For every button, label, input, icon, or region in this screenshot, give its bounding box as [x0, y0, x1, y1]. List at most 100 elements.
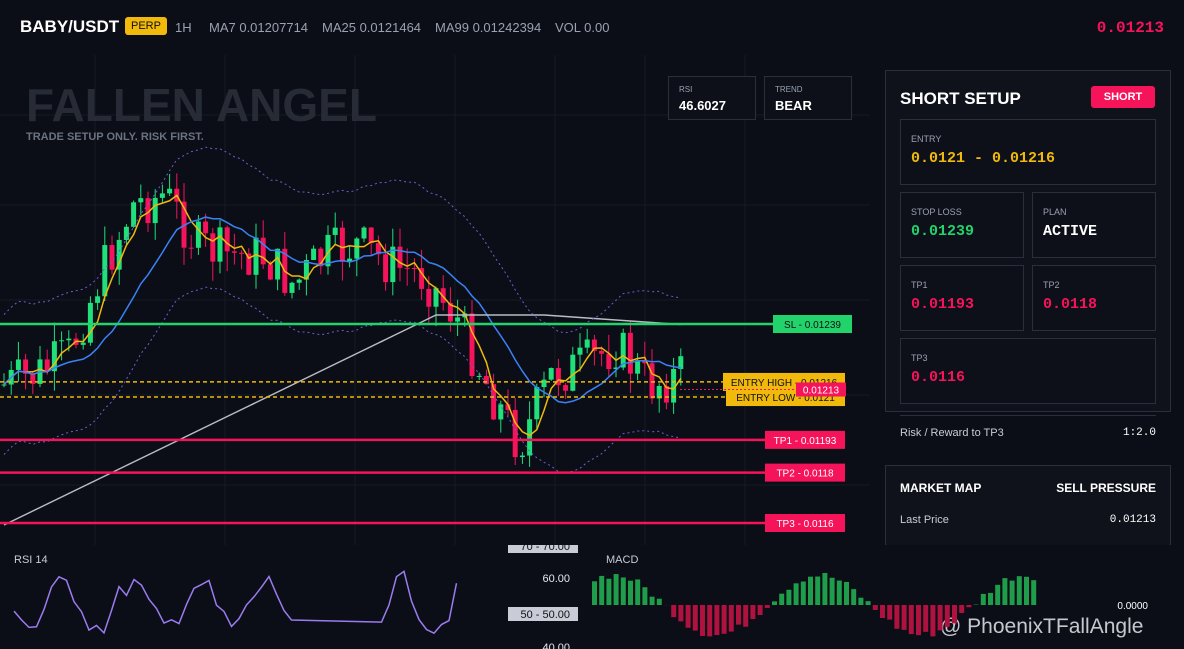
candle-body [397, 246, 403, 268]
candle-body [635, 360, 641, 374]
current-price-label: 0.01213 [803, 385, 840, 396]
macd-bar [923, 605, 929, 632]
candle-body [123, 226, 129, 240]
candle-body [231, 251, 237, 253]
candle-body [649, 363, 655, 399]
macd-bar [764, 605, 770, 608]
macd-bar [707, 605, 713, 637]
macd-bar [772, 601, 777, 605]
timeframe[interactable]: 1H [175, 20, 192, 35]
candle-body [447, 302, 453, 322]
candle-body [584, 339, 590, 348]
candle-body [239, 252, 245, 254]
candle-body [642, 360, 648, 364]
macd-bar [714, 605, 720, 636]
candle-body [15, 359, 21, 370]
candle-body [217, 227, 223, 262]
macd-bar [836, 580, 842, 605]
card-value: 0.0118 [1043, 296, 1098, 313]
level-tag [765, 430, 845, 449]
market-status: SELL PRESSURE [1056, 481, 1156, 495]
macd-bar [671, 605, 677, 618]
macd-bar [865, 601, 871, 605]
candle-body [627, 332, 633, 374]
macd-bar [851, 589, 857, 605]
candle-body [599, 350, 605, 354]
candle-body [663, 385, 669, 403]
candle-body [253, 237, 259, 275]
macd-bar [649, 596, 655, 605]
macd-zero: 0.0000 [1117, 601, 1148, 612]
macd-title: MACD [606, 554, 638, 566]
macd-bar [800, 581, 806, 605]
candle-body [491, 384, 497, 420]
candle-body [469, 313, 475, 377]
value: BEAR [775, 98, 812, 113]
level-label: ENTRY LOW - 0.0121 [736, 393, 835, 404]
candle-body [203, 221, 209, 234]
rr-value: 1:2.0 [1122, 427, 1156, 439]
last-label: Last Price [900, 514, 949, 526]
candle-body [375, 243, 381, 255]
candle-body [195, 221, 201, 248]
level-label: TP1 - 0.01193 [774, 436, 837, 447]
macd-bar [988, 592, 993, 605]
candle-body [411, 268, 417, 270]
macd-bar [959, 605, 965, 613]
candle-body [354, 238, 360, 259]
candle-body [671, 369, 677, 403]
macd-bar [966, 605, 972, 608]
candle-body [347, 258, 353, 262]
macd-bar [757, 605, 763, 615]
setup-card: PLAN ACTIVE [1032, 192, 1156, 258]
candle-body [152, 197, 158, 224]
card-value: 0.01239 [911, 223, 975, 240]
candle-body [570, 354, 576, 391]
ma7 [3, 194, 682, 437]
macd-bar [743, 605, 749, 627]
setup-badge: SHORT [1091, 86, 1155, 108]
rsi-tick-label: 60.00 [542, 573, 570, 585]
candle-body [145, 198, 151, 224]
setup-card: STOP LOSS 0.01239 [900, 192, 1024, 258]
rsi-line [13, 570, 458, 635]
last-value: 0.01213 [1109, 514, 1156, 526]
level-tag [765, 463, 845, 482]
ma99 [3, 314, 681, 526]
candle-body [260, 237, 266, 265]
indicator-panels: RSI 14 MACD 0.0000 @ PhoenixTFallAngle 7… [0, 545, 1184, 649]
card-value: 0.0121 - 0.01216 [911, 150, 1056, 167]
macd-bar [642, 587, 648, 605]
rsi-tick-label: 40.00 [542, 642, 570, 649]
macd-bar [1016, 576, 1022, 605]
candle-body [577, 347, 583, 355]
macd-bar [736, 605, 741, 625]
macd-bar [1024, 576, 1029, 605]
macd-bar [779, 593, 785, 605]
candle-body [383, 254, 389, 283]
candle-body [483, 375, 489, 385]
last-price: 0.01213 [1096, 19, 1164, 37]
vol: VOL 0.00 [555, 20, 610, 35]
macd-bar [599, 575, 605, 605]
macd-bar [592, 581, 597, 605]
macd-bar [656, 598, 662, 605]
candle-body [426, 288, 432, 307]
rr-label: Risk / Reward to TP3 [900, 427, 1004, 439]
rsi-tick-bg [508, 545, 578, 553]
macd-bar [930, 605, 936, 637]
macd-bar [944, 605, 950, 627]
candle-body [548, 368, 554, 380]
macd-bar [678, 605, 684, 622]
macd-bar [606, 578, 612, 605]
candle-body [303, 260, 309, 280]
macd-bar [808, 576, 813, 605]
candle-body [455, 317, 461, 322]
macd-bar [786, 589, 792, 605]
label: RSI [679, 85, 693, 94]
candle-body [210, 233, 216, 262]
macd-bar [995, 584, 1001, 605]
candle-body [188, 247, 194, 249]
candle-body [555, 368, 561, 386]
overlay-title: FALLEN ANGEL [26, 79, 377, 131]
